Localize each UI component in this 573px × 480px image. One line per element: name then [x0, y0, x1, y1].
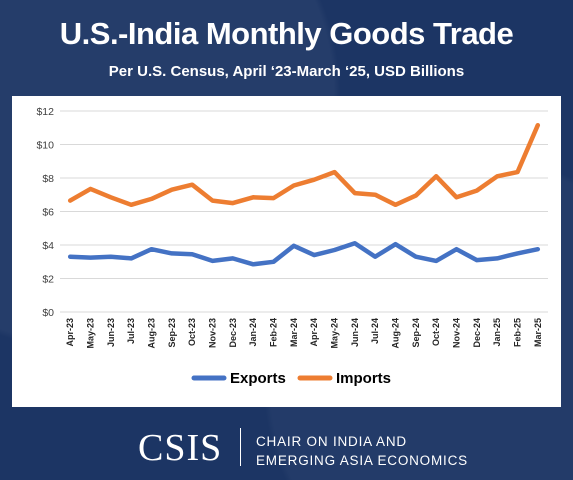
y-tick-label: $12: [36, 106, 54, 118]
x-tick-label: Jul-23: [126, 318, 136, 344]
y-tick-label: $0: [42, 307, 54, 319]
x-axis-ticks: Apr-23 May-23 Jun-23 Jul-23 Aug-23 Sep-23 Oct-…: [65, 318, 543, 349]
y-tick-label: $6: [42, 207, 54, 219]
gridlines: [60, 110, 548, 313]
logo-divider: [240, 428, 241, 466]
y-tick-label: $8: [42, 173, 54, 185]
chart-panel: $0 $2 $4 $6 $8 $10 $12 Apr-23 May-23 Jun-23 Jul-2…: [12, 96, 561, 407]
legend-label-exports: Exports: [230, 370, 286, 387]
x-tick-label: Aug-23: [147, 318, 157, 349]
x-tick-label: Feb-24: [269, 318, 279, 347]
legend-label-imports: Imports: [336, 370, 391, 387]
chart-subtitle: Per U.S. Census, April ‘23-March ‘25, US…: [108, 63, 465, 80]
x-tick-label: Jun-23: [106, 318, 116, 347]
series-lines: [67, 122, 541, 267]
chair-name: CHAIR ON INDIA AND EMERGING ASIA ECONOMI…: [256, 432, 468, 470]
chair-line-1: CHAIR ON INDIA AND: [256, 434, 407, 449]
chair-line-2: EMERGING ASIA ECONOMICS: [256, 453, 468, 468]
line-chart: $0 $2 $4 $6 $8 $10 $12 Apr-23 May-23 Jun-23 Jul-2…: [36, 106, 548, 387]
y-axis-ticks: $0 $2 $4 $6 $8 $10 $12: [36, 106, 54, 319]
x-tick-label: Dec-24: [472, 318, 482, 348]
x-tick-label: Apr-23: [65, 318, 75, 347]
chart-title: U.S.-India Monthly Goods Trade: [59, 16, 514, 51]
footer: CSIS CHAIR ON INDIA AND EMERGING ASIA EC…: [0, 420, 573, 470]
x-tick-label: May-24: [330, 318, 340, 349]
x-tick-label: Oct-23: [187, 318, 197, 346]
x-tick-label: May-23: [86, 318, 96, 349]
x-tick-label: Apr-24: [309, 318, 319, 347]
x-tick-label: Mar-24: [289, 318, 299, 347]
y-tick-label: $2: [42, 274, 54, 286]
x-tick-label: Jun-24: [350, 318, 360, 347]
x-tick-label: Nov-23: [208, 318, 218, 348]
series-line-exports: [67, 241, 541, 267]
x-tick-label: Sep-23: [167, 318, 177, 348]
x-tick-label: Aug-24: [391, 318, 401, 349]
csis-logo: CSIS: [138, 427, 223, 469]
x-tick-label: Oct-24: [431, 318, 441, 346]
x-tick-label: Dec-23: [228, 318, 238, 348]
x-tick-label: Nov-24: [452, 318, 462, 348]
y-tick-label: $10: [36, 140, 54, 152]
legend: Exports Imports: [191, 370, 391, 387]
x-tick-label: Mar-25: [533, 318, 543, 347]
y-tick-label: $4: [42, 240, 54, 252]
x-tick-label: Jan-25: [492, 318, 502, 347]
x-tick-label: Jul-24: [370, 318, 380, 344]
x-tick-label: Sep-24: [411, 318, 421, 348]
series-line-imports: [67, 122, 541, 208]
x-tick-label: Feb-25: [513, 318, 523, 347]
x-tick-label: Jan-24: [248, 318, 258, 347]
